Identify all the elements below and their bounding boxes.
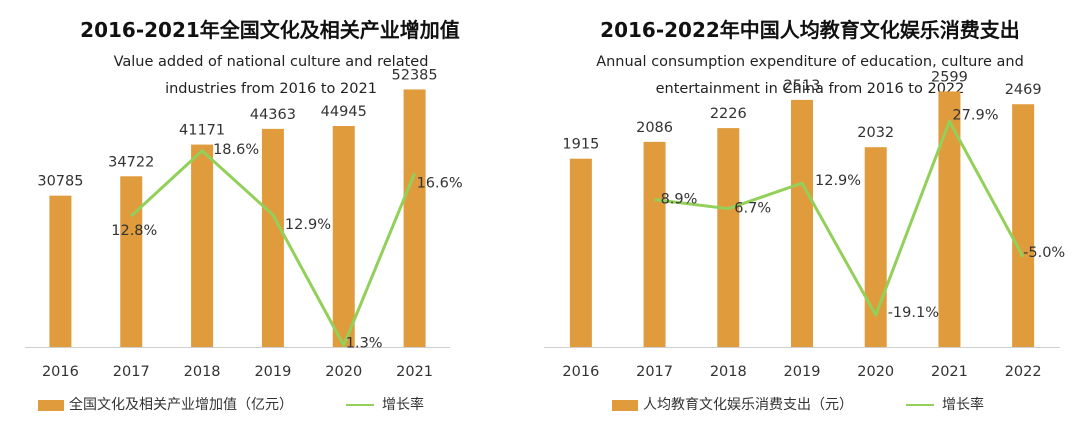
bar [643, 141, 666, 347]
legend-line-label: 增长率 [942, 397, 984, 413]
bar [1012, 104, 1035, 347]
bar [938, 91, 961, 347]
legend-line-swatch [906, 403, 934, 407]
legend-item-line: 增长率 [906, 394, 984, 416]
bar [864, 147, 887, 347]
growth-rate-line [130, 149, 416, 347]
line-value-label: 1.3% [346, 335, 383, 351]
bar [332, 126, 355, 347]
bar-value-label: 2086 [636, 120, 673, 136]
x-tick-label: 2019 [254, 364, 291, 380]
bar-value-label: 30785 [37, 174, 83, 190]
line-value-label: 16.6% [417, 175, 463, 191]
bar-value-label: 41171 [179, 123, 225, 139]
legend-item-bar: 全国文化及相关产业增加值（亿元） [38, 394, 293, 416]
legend-bar-label: 全国文化及相关产业增加值（亿元） [69, 397, 293, 413]
x-tick-label: 2020 [857, 364, 894, 380]
line-value-label: 18.6% [213, 142, 259, 158]
bar-value-label: 44945 [321, 104, 367, 120]
bar-value-label: 2226 [710, 106, 747, 122]
bar [120, 176, 143, 347]
bar-value-label: 52385 [392, 67, 438, 83]
x-tick-label: 2018 [184, 364, 221, 380]
bar-value-label: 2469 [1005, 82, 1042, 98]
legend-bar-swatch [38, 399, 64, 411]
bar [791, 99, 813, 347]
bar [191, 144, 214, 347]
x-tick-label: 2018 [710, 364, 747, 380]
chart-subtitle-line-2: entertainment in China from 2016 to 2022 [655, 81, 965, 97]
bar [569, 158, 592, 347]
x-tick-label: 2020 [325, 364, 362, 380]
x-tick-label: 2021 [396, 364, 433, 380]
bar [403, 89, 426, 347]
bar-value-label: 2513 [784, 78, 821, 94]
growth-rate-line [654, 119, 1025, 317]
legend-item-line: 增长率 [346, 394, 424, 416]
bar [717, 128, 740, 347]
bar-value-label: 2599 [931, 69, 968, 85]
bar-value-label: 1915 [562, 137, 599, 153]
x-tick-label: 2022 [1005, 364, 1042, 380]
chart-subtitle-line-2: industries from 2016 to 2021 [165, 81, 377, 97]
x-tick-label: 2017 [113, 364, 150, 380]
line-value-label: 12.8% [111, 223, 157, 239]
line-value-label: 12.9% [815, 173, 861, 189]
chart-panel-culture-industry: 2016-2021年全国文化及相关产业增加值 Value added of na… [25, 18, 463, 416]
legend-item-bar: 人均教育文化娱乐消费支出（元） [612, 394, 853, 416]
chart-subtitle: Value added of national culture and rela… [86, 49, 456, 103]
chart-plot-area: 1915 2016 2086 2017 2226 2018 2513 2019 2032 2020… [544, 69, 1065, 380]
chart-title: 2016-2022年中国人均教育文化娱乐消费支出 [600, 18, 1020, 42]
chart-subtitle: Annual consumption expenditure of educat… [562, 49, 1058, 103]
legend-bar-swatch [612, 399, 638, 411]
chart-panel-consumption-expenditure: 2016-2022年中国人均教育文化娱乐消费支出 Annual consumpt… [540, 0, 1080, 423]
chart-subtitle-line-1: Value added of national culture and rela… [113, 54, 429, 70]
x-tick-label: 2016 [562, 364, 599, 380]
line-value-label: 27.9% [952, 107, 998, 123]
bar [261, 128, 284, 347]
chart-title: 2016-2021年全国文化及相关产业增加值 [80, 18, 460, 42]
legend-line-label: 增长率 [382, 397, 424, 413]
x-tick-label: 2016 [42, 364, 79, 380]
line-value-label: 12.9% [285, 217, 331, 233]
x-tick-label: 2019 [784, 364, 821, 380]
chart-subtitle-line-1: Annual consumption expenditure of educat… [596, 54, 1024, 70]
chart-plot-area: 30785 2016 34722 2017 41171 2018 44363 2019 4494… [25, 67, 463, 380]
line-value-label: -5.0% [1023, 245, 1065, 261]
line-value-label: 6.7% [734, 201, 771, 217]
bar [49, 195, 72, 347]
line-value-label: -19.1% [888, 305, 939, 321]
legend-line-swatch [346, 403, 374, 407]
legend-bar-label: 人均教育文化娱乐消费支出（元） [643, 397, 853, 413]
line-value-label: 8.9% [661, 192, 698, 208]
bar-value-label: 2032 [857, 125, 894, 141]
x-tick-label: 2021 [931, 364, 968, 380]
bar-value-label: 44363 [250, 107, 296, 123]
x-tick-label: 2017 [636, 364, 673, 380]
bar-value-label: 34722 [108, 154, 154, 170]
